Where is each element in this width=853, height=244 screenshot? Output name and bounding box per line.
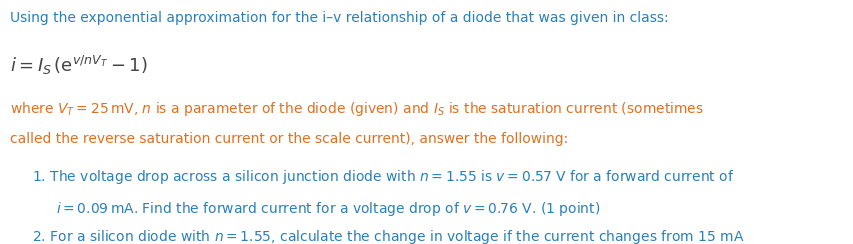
Text: 1. The voltage drop across a silicon junction diode with $n = 1.55$ is $v = 0.57: 1. The voltage drop across a silicon jun… xyxy=(32,168,734,186)
Text: 2. For a silicon diode with $n = 1.55$, calculate the change in voltage if the c: 2. For a silicon diode with $n = 1.55$, … xyxy=(32,228,745,244)
Text: where $V_T = 25\,\mathrm{mV}$, $n$ is a parameter of the diode (given) and $I_S$: where $V_T = 25\,\mathrm{mV}$, $n$ is a … xyxy=(10,100,704,118)
Text: Using the exponential approximation for the i–v relationship of a diode that was: Using the exponential approximation for … xyxy=(10,11,668,25)
Text: $i = 0.09\,\mathrm{mA}$. Find the forward current for a voltage drop of $v = 0.7: $i = 0.09\,\mathrm{mA}$. Find the forwar… xyxy=(55,200,599,218)
Text: called the reverse saturation current or the scale current), answer the followin: called the reverse saturation current or… xyxy=(10,132,568,146)
Text: $i = I_S\,\left(\mathrm{e}^{v/nV_T} - 1\right)$: $i = I_S\,\left(\mathrm{e}^{v/nV_T} - 1\… xyxy=(10,54,148,77)
